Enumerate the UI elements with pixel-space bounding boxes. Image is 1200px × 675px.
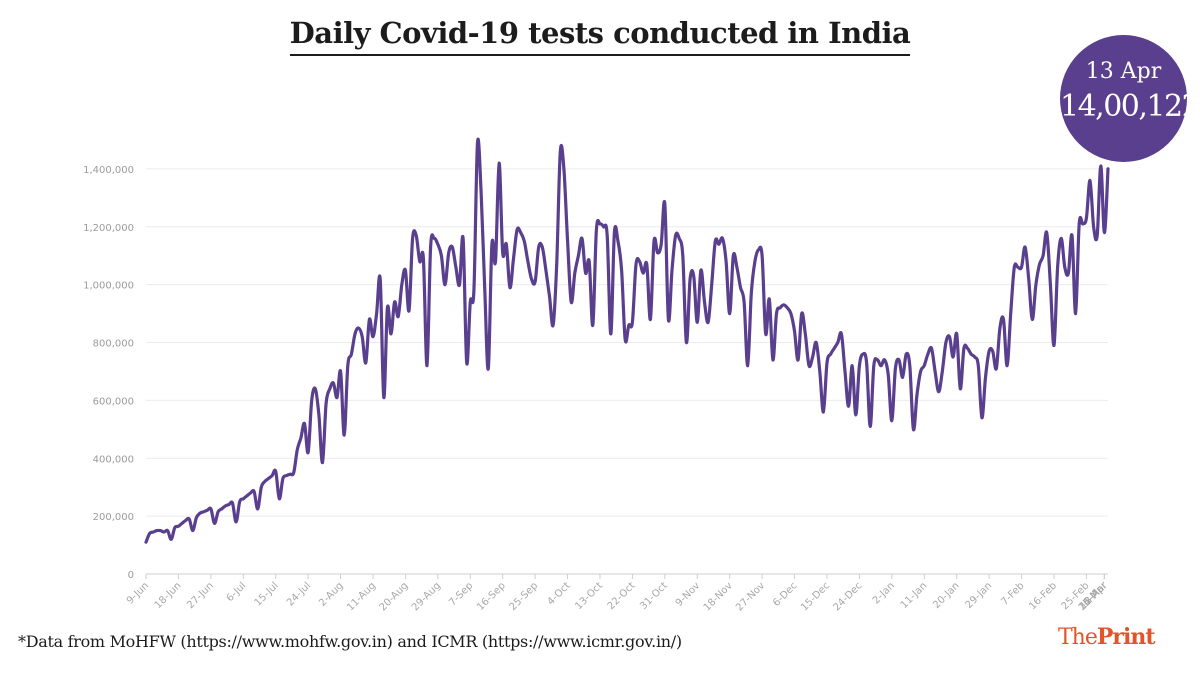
x-tick-label: 25-Sep — [508, 580, 541, 613]
x-tick-label: 6-Dec — [771, 580, 800, 609]
x-tick-label: 13-Oct — [573, 580, 605, 612]
x-tick-label: 18-Jun — [153, 580, 184, 611]
y-tick-label: 1,000,000 — [83, 281, 134, 292]
x-tick-label: 2-Jan — [871, 580, 897, 606]
x-tick-label: 2-Aug — [317, 580, 345, 608]
logo-part-print: Print — [1096, 624, 1156, 650]
x-tick-label: 20-Aug — [378, 580, 411, 613]
y-tick-label: 200,000 — [93, 512, 134, 523]
latest-value-badge: 13 Apr 14,00,122 — [1060, 35, 1200, 162]
x-tick-label: 11-Jan — [899, 580, 930, 611]
x-tick-label: 15-Dec — [799, 580, 832, 613]
x-tick-label: 11-Aug — [345, 580, 378, 613]
x-tick-label: 16-Sep — [475, 580, 508, 613]
x-tick-label: 29-Jan — [964, 580, 995, 611]
theprint-logo: ThePrint — [1058, 624, 1156, 650]
chart-title: Daily Covid-19 tests conducted in India — [0, 16, 1200, 56]
x-tick-label: 27-Nov — [734, 580, 767, 613]
x-tick-label: 9-Jun — [125, 580, 151, 606]
y-tick-label: 1,200,000 — [83, 223, 134, 234]
source-note: *Data from MoHFW (https://www.mohfw.gov.… — [18, 632, 682, 651]
x-tick-label: 7-Sep — [447, 580, 475, 608]
x-tick-label: 18-Nov — [702, 580, 735, 613]
x-axis — [145, 574, 1105, 579]
x-tick-label: 4-Oct — [545, 580, 572, 607]
logo-part-the: The — [1058, 625, 1098, 650]
x-tick-label: 6-Jul — [225, 580, 249, 604]
series-line — [144, 137, 1110, 544]
x-tick-label: 20-Jan — [931, 580, 962, 611]
y-tick-label: 600,000 — [93, 396, 134, 407]
x-tick-label: 24-Jul — [285, 580, 313, 608]
y-tick-label: 400,000 — [93, 454, 134, 465]
y-tick-label: 1,400,000 — [83, 165, 134, 176]
y-axis-tick-labels: 0 200,000 400,000 600,000 800,000 1,000,000 1,… — [83, 165, 134, 581]
gridlines — [146, 168, 1108, 575]
x-tick-label: 15-Jul — [253, 580, 281, 608]
x-tick-label: 31-Oct — [638, 580, 670, 612]
y-tick-label: 0 — [128, 570, 134, 581]
x-tick-label: 9-Nov — [674, 580, 703, 609]
x-tick-label: 24-Dec — [832, 580, 865, 613]
x-tick-label: 16-Feb — [1027, 580, 1059, 612]
badge-value: 14,00,122 — [1060, 89, 1200, 124]
x-tick-label: 29-Aug — [410, 580, 443, 613]
badge-date: 13 Apr — [1085, 59, 1162, 84]
x-tick-label: 7-Feb — [999, 580, 1026, 607]
y-tick-label: 800,000 — [93, 339, 134, 350]
x-axis-tick-labels: 9-Jun 18-Jun 27-Jun 6-Jul 15-Jul 24-Jul 2-Aug 1… — [125, 580, 1110, 614]
x-tick-label: 27-Jun — [185, 580, 216, 611]
x-tick-label: 22-Oct — [606, 580, 638, 612]
